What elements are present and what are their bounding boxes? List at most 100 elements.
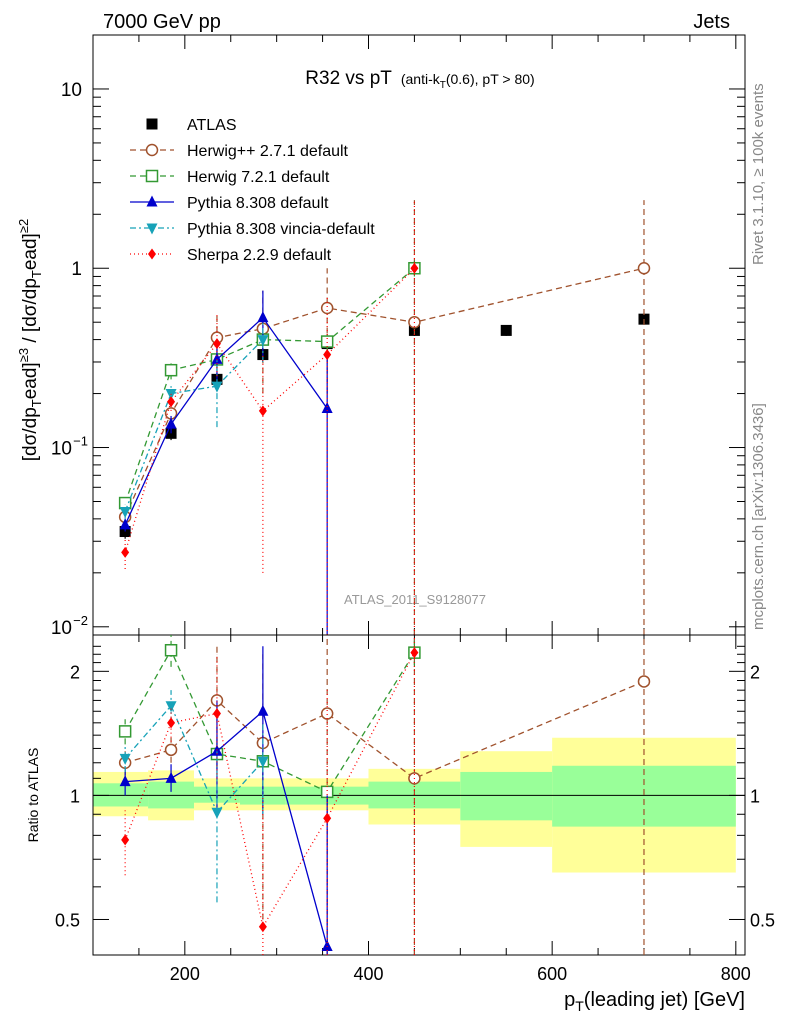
main-point-herwig-7-2-1-default-1: [164, 363, 178, 377]
legend-entry-pythia-8-308-default: Pythia 8.308 default: [130, 195, 329, 212]
ratio-point-pythia-8-308-vincia-default-0: [119, 753, 131, 765]
legend: ATLAS Herwig++ 2.7.1 default Herwig 7.2.1 …: [130, 117, 375, 264]
ratio-y-tick-label: 1: [70, 786, 80, 806]
main-point-pythia-8-308-vincia-default-0: [119, 506, 131, 518]
ratio-xlabel: pT(leading jet) [GeV]: [564, 989, 745, 1014]
main-y-tick-label: 1: [71, 259, 82, 280]
main-point-sherpa-2-2-9-default-1: [167, 396, 176, 408]
legend-entry-herwig-7-2-1-default: Herwig 7.2.1 default: [130, 169, 330, 186]
main-ylabel: [dσ/dpTead]≥3 / [dσ/dpTead]≥2: [16, 219, 44, 461]
ratio-point-pythia-8-308-default-1: [165, 771, 177, 783]
main-point-herwig-7-2-1-default-4: [320, 335, 334, 348]
main-series-pythia-8-308-vincia-default: [119, 322, 269, 519]
ratio-y-tick-label: 0.5: [55, 910, 80, 930]
legend-marker-herwig-2-7-1-default: [145, 143, 159, 157]
mcplots-label: mcplots.cern.ch [arXiv:1306.3436]: [750, 403, 767, 630]
legend-entry-herwig-2-7-1-default: Herwig++ 2.7.1 default: [130, 143, 349, 160]
x-tick-label: 600: [537, 964, 567, 984]
legend-label-sherpa-2-2-9-default: Sherpa 2.2.9 default: [187, 247, 332, 264]
ratio-band-green-7: [552, 765, 736, 827]
plot-title-main: R32 vs pT: [305, 68, 392, 89]
legend-label-atlas: ATLAS: [187, 117, 237, 134]
ratio-point-sherpa-2-2-9-default-3: [258, 921, 267, 933]
main-point-pythia-8-308-vincia-default-3: [257, 335, 269, 347]
main-y-tick-label: 10: [61, 80, 82, 101]
ratio-band-green-6: [460, 771, 553, 821]
main-series-atlas: [119, 313, 650, 539]
plot-title-sub-sub: T: [440, 80, 446, 91]
legend-marker-pythia-8-308-default: [146, 195, 158, 207]
main-point-pythia-8-308-default-3: [257, 311, 269, 323]
main-y-tick-label: 10: [51, 439, 72, 460]
main-point-sherpa-2-2-9-default-5: [410, 262, 419, 274]
ratio-y-tick-label-right: 1: [750, 786, 760, 806]
ratio-point-herwig-2-7-1-default-1: [164, 743, 178, 757]
x-tick-label: 200: [170, 964, 200, 984]
ratio-point-sherpa-2-2-9-default-2: [212, 708, 221, 720]
main-point-pythia-8-308-vincia-default-2: [211, 381, 223, 393]
ratio-point-herwig-2-7-1-default-6: [637, 675, 651, 688]
main-series-herwig-2-7-1-default: [118, 200, 651, 635]
ratio-point-pythia-8-308-default-4: [321, 939, 333, 951]
main-point-herwig-2-7-1-default-4: [320, 301, 334, 315]
main-point-sherpa-2-2-9-default-3: [258, 405, 267, 417]
main-series-sherpa-2-2-9-default: [121, 200, 419, 635]
plot-title-sub-end: (0.6), pT > 80): [446, 71, 535, 87]
ratio-y-tick-label-right: 0.5: [750, 910, 775, 930]
main-y-tick-exp: −1: [73, 434, 88, 449]
ratio-point-pythia-8-308-vincia-default-2: [211, 807, 223, 819]
ratio-point-herwig-2-7-1-default-4: [320, 707, 334, 720]
legend-marker-pythia-8-308-vincia-default: [146, 223, 158, 235]
rivet-label: Rivet 3.1.10, ≥ 100k events: [750, 83, 767, 265]
ratio-series-sherpa-2-2-9-default: [121, 635, 419, 955]
ratio-line-sherpa-2-2-9-default: [124, 652, 415, 929]
ratio-y-tick-label-right: 2: [750, 662, 760, 682]
main-line-sherpa-2-2-9-default: [124, 267, 415, 553]
ratio-point-herwig-7-2-1-default-0: [118, 725, 132, 738]
ratio-y-tick-label: 2: [70, 662, 80, 682]
main-line-herwig-2-7-1-default: [124, 267, 645, 518]
main-point-pythia-8-308-default-2: [211, 352, 223, 364]
ratio-point-sherpa-2-2-9-default-4: [323, 812, 332, 824]
energy-label: 7000 GeV pp: [103, 11, 221, 33]
ratio-line-herwig-7-2-1-default: [124, 648, 415, 793]
legend-entry-sherpa-2-2-9-default: Sherpa 2.2.9 default: [130, 247, 332, 264]
main-point-sherpa-2-2-9-default-2: [212, 338, 221, 350]
main-point-sherpa-2-2-9-default-4: [323, 349, 332, 361]
plot-title: R32 vs pT (anti-kT(0.6), pT > 80): [305, 68, 534, 91]
main-point-sherpa-2-2-9-default-0: [121, 546, 130, 558]
main-series-pythia-8-308-default: [119, 290, 333, 635]
main-line-pythia-8-308-default: [124, 316, 328, 526]
ratio-point-sherpa-2-2-9-default-5: [410, 647, 419, 659]
ratio-point-herwig-7-2-1-default-1: [164, 643, 178, 657]
main-point-pythia-8-308-default-0: [119, 518, 131, 530]
legend-marker-atlas: [146, 118, 158, 130]
x-tick-label: 800: [721, 964, 751, 984]
ratio-line-pythia-8-308-vincia-default: [124, 704, 264, 814]
ratio-point-sherpa-2-2-9-default-0: [121, 834, 130, 846]
ratio-point-pythia-8-308-vincia-default-3: [257, 756, 269, 768]
ratio-point-pythia-8-308-default-3: [257, 704, 269, 716]
x-tick-label: 400: [353, 964, 383, 984]
ratio-point-pythia-8-308-default-0: [119, 775, 131, 787]
legend-label-pythia-8-308-default: Pythia 8.308 default: [187, 195, 329, 212]
legend-marker-herwig-7-2-1-default: [145, 169, 159, 183]
legend-label-herwig-2-7-1-default: Herwig++ 2.7.1 default: [187, 143, 349, 160]
main-series-herwig-7-2-1-default: [118, 260, 421, 510]
main-line-herwig-7-2-1-default: [124, 267, 415, 504]
legend-label-pythia-8-308-vincia-default: Pythia 8.308 vincia-default: [187, 221, 375, 238]
main-line-pythia-8-308-vincia-default: [124, 339, 264, 512]
ratio-band-green-0: [93, 783, 149, 807]
main-y-tick-exp: −2: [73, 613, 88, 628]
ratio-ylabel: Ratio to ATLAS: [25, 748, 41, 843]
legend-marker-sherpa-2-2-9-default: [148, 248, 156, 260]
process-label: Jets: [693, 11, 730, 33]
main-point-herwig-2-7-1-default-6: [637, 261, 651, 275]
plot-title-sub: (anti-k: [401, 71, 441, 87]
ratio-point-sherpa-2-2-9-default-1: [167, 717, 176, 729]
legend-label-herwig-7-2-1-default: Herwig 7.2.1 default: [187, 169, 330, 186]
main-y-tick-label: 10: [51, 618, 72, 639]
ratio-panel: 200 400 600 800 0.5 0.5 1 1 2 2: [55, 634, 775, 984]
